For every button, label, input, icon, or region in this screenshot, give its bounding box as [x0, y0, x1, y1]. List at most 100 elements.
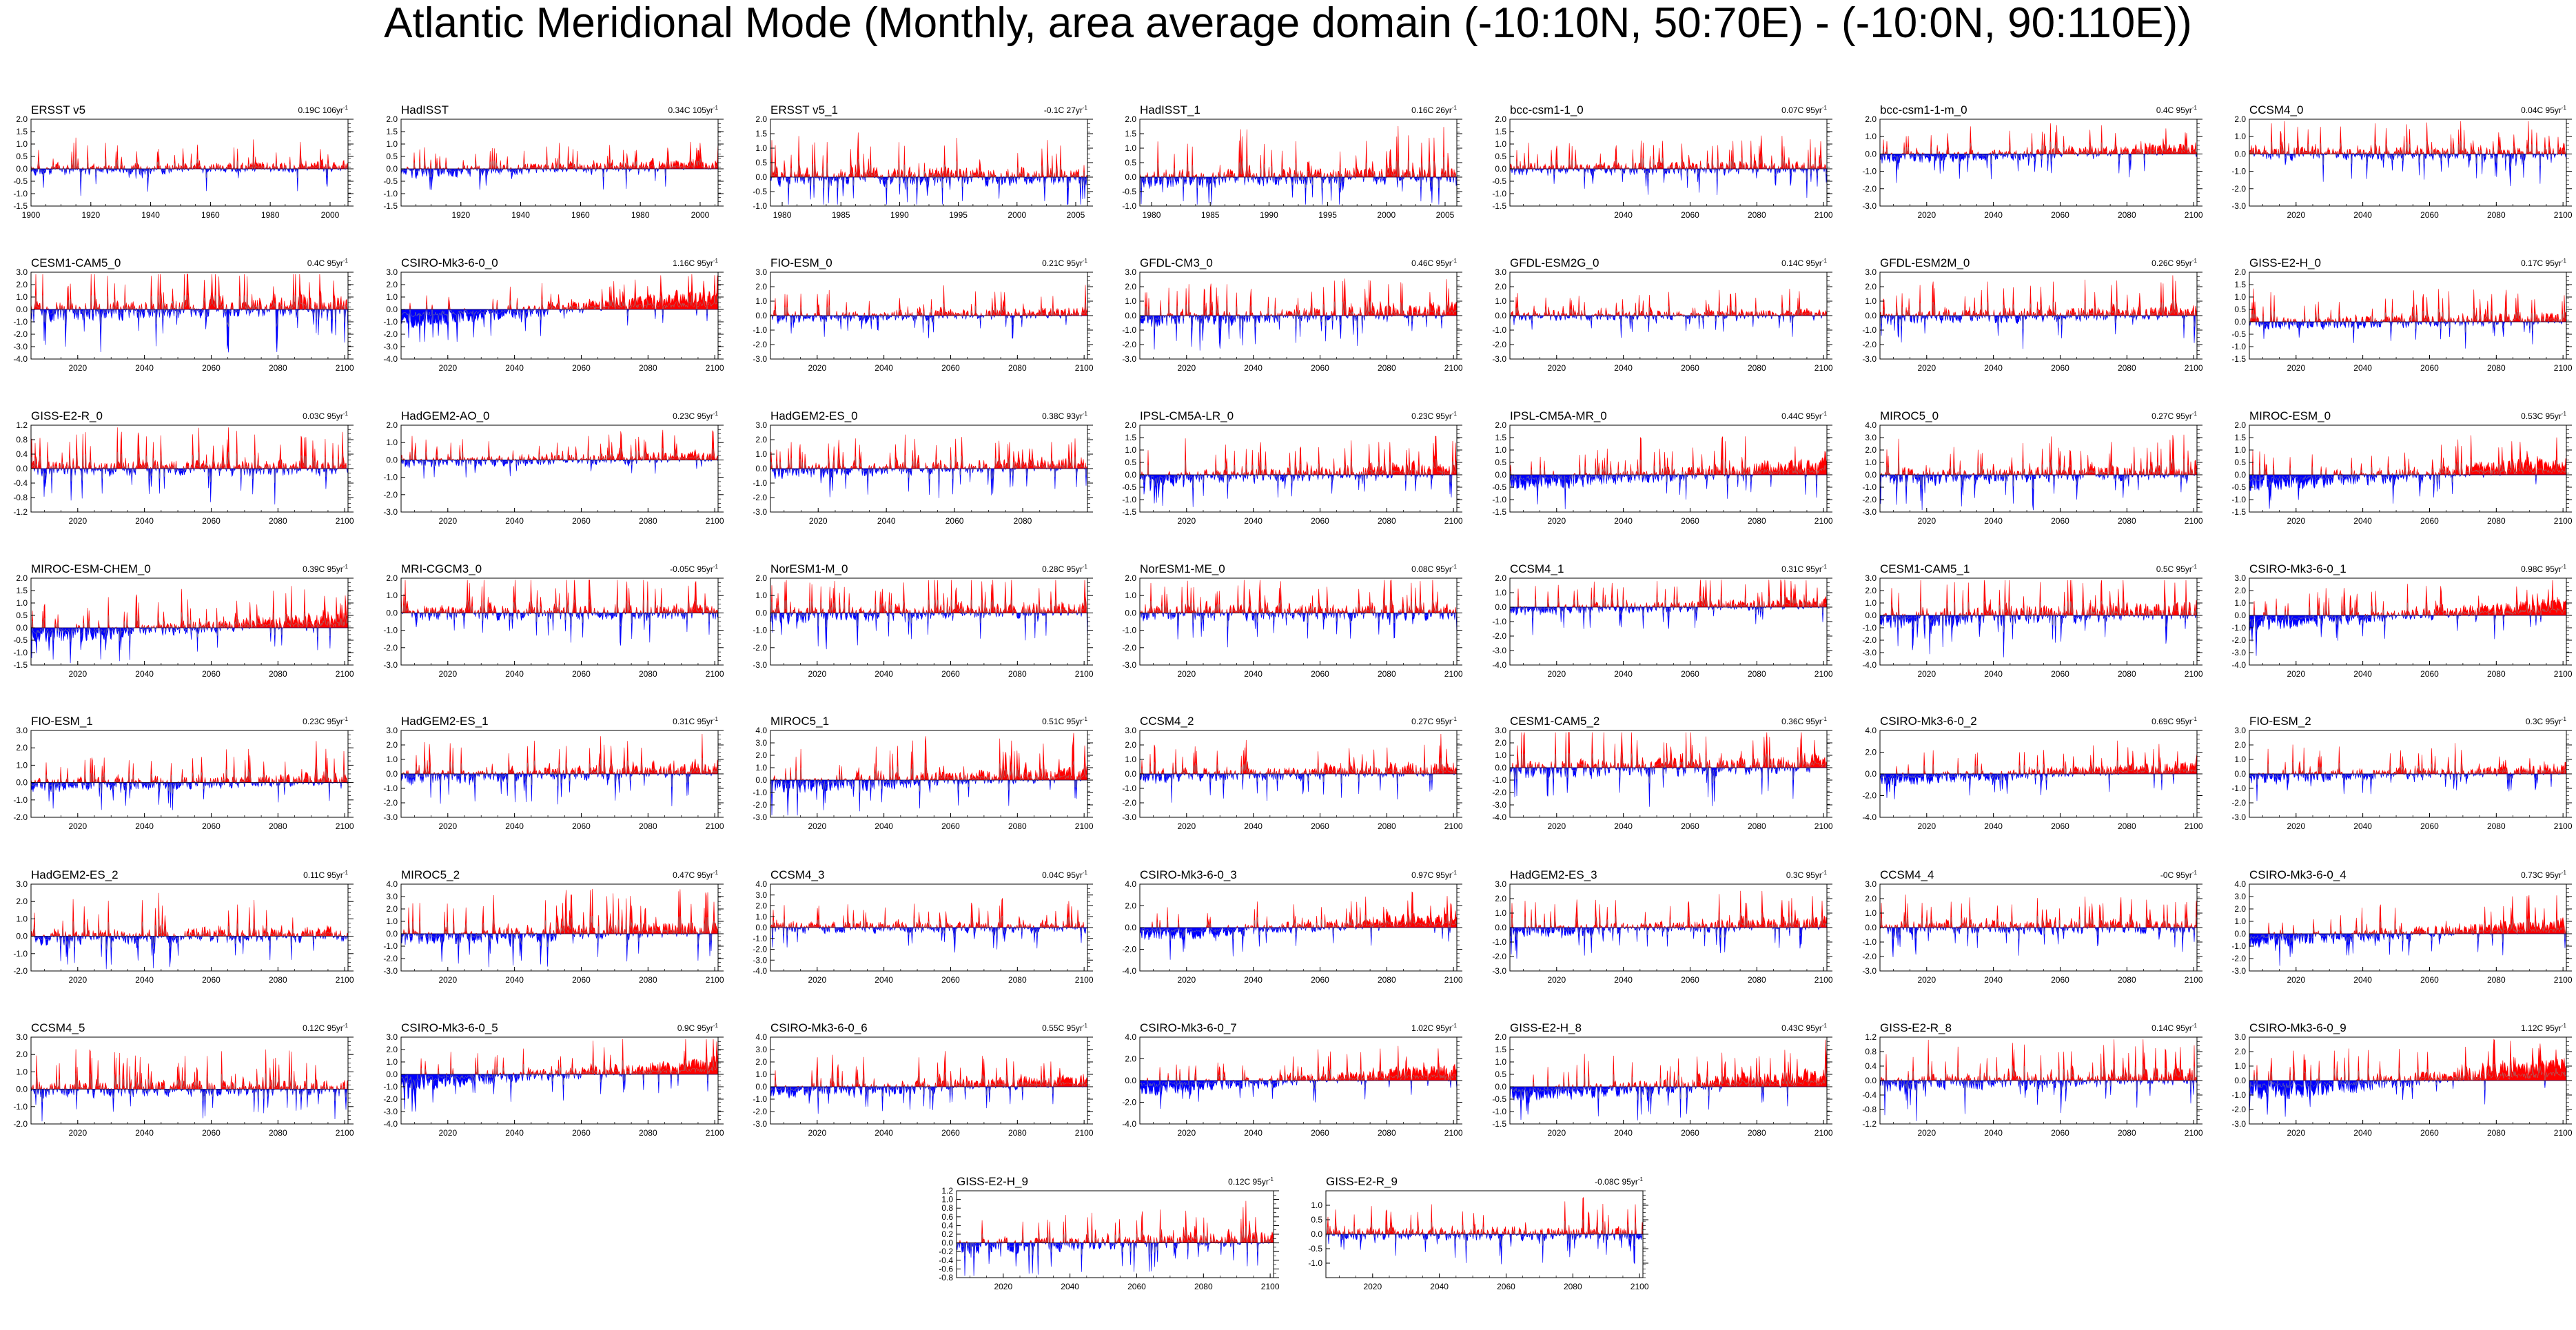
x-tick-label: 2040: [1244, 669, 1263, 679]
trend-exponent: -1: [1821, 1023, 1827, 1029]
x-tick-label: 2080: [1748, 516, 1766, 526]
y-tick-label: 0.0: [386, 455, 398, 464]
negative-anomaly-fill: [30, 626, 348, 664]
y-tick-label: 0.0: [2234, 317, 2246, 327]
panel-title: CSIRO-Mk3-6-0_0: [401, 256, 498, 269]
y-tick-label: 3.0: [1495, 726, 1506, 735]
x-tick-label: 2040: [135, 975, 154, 985]
y-tick-label: 2.0: [755, 901, 767, 911]
panel-plot: -3.0 -2.0 -1.0 0.0 1.0 2.0 2020 2040 2060 2080 210…: [753, 573, 1094, 679]
chart-panel: CSIRO-Mk3-6-0_6 0.55C 95yr-1 -3.0 -2.0 -1.0 0…: [753, 1021, 1115, 1173]
panel-trend-label: -0.1C 27yr-1: [770, 105, 1087, 115]
y-tick-label: 2.0: [1125, 1054, 1136, 1064]
trend-exponent: -1: [2191, 411, 2197, 417]
y-tick-label: 4.0: [755, 726, 767, 735]
x-tick-label: 2100: [706, 363, 724, 373]
trend-exponent: -1: [1821, 258, 1827, 264]
chart-panel: CESM1-CAM5_1 0.5C 95yr-1 -4.0 -3.0 -2.0 -1.0 0…: [1862, 562, 2225, 714]
y-tick-label: 0.0: [1865, 611, 1877, 620]
y-tick-label: 3.0: [16, 267, 28, 277]
x-tick-label: 2060: [572, 975, 591, 985]
y-tick-label: -1.0: [753, 201, 767, 211]
x-tick-label: 2100: [336, 975, 354, 985]
y-tick-label: -1.0: [1492, 325, 1506, 335]
x-tick-label: 2100: [1444, 1128, 1463, 1138]
x-tick-label: 1985: [832, 210, 850, 220]
x-tick-label: 2100: [2554, 821, 2573, 831]
y-tick-label: 2.0: [1495, 282, 1506, 291]
x-tick-label: 2020: [68, 975, 87, 985]
panel-title: bcc-csm1-1-m_0: [1880, 103, 1967, 116]
panel-trend-label: 0.34C 105yr-1: [401, 105, 719, 115]
y-tick-label: -0.4: [13, 478, 28, 488]
chart-panel: FIO-ESM_2 0.3C 95yr-1 -3.0 -2.0 -1.0 0.0 1.0 2.…: [2231, 715, 2576, 866]
y-tick-label: 2.0: [2234, 586, 2246, 595]
y-tick-label: 3.0: [755, 890, 767, 900]
y-tick-label: 2.0: [755, 114, 767, 124]
chart-panel: FIO-ESM_1 0.23C 95yr-1 -2.0 -1.0 0.0 1.0 2.0 3.…: [13, 715, 376, 866]
y-tick-label: 2.0: [2234, 740, 2246, 750]
trend-exponent: -1: [2561, 716, 2566, 722]
y-tick-label: -2.0: [1492, 788, 1506, 797]
y-tick-label: 2.0: [16, 573, 28, 583]
y-tick-label: 1.0: [16, 760, 28, 770]
panel-trend-label: 0.38C 93yr-1: [770, 411, 1087, 421]
x-tick-label: 2020: [438, 821, 457, 831]
chart-panel: GISS-E2-R_9 -0.08C 95yr-1 -1.0 -0.5 0.0 0.5 1.…: [1308, 1175, 1670, 1327]
y-tick-label: -2.0: [383, 1094, 398, 1104]
y-tick-label: -3.0: [753, 354, 767, 364]
chart-panel: CCSM4_5 0.12C 95yr-1 -2.0 -1.0 0.0 1.0 2.0 3.0 2…: [13, 1021, 376, 1173]
y-tick-label: -2.0: [383, 643, 398, 653]
positive-anomaly-fill: [401, 888, 719, 935]
running-mean-line: [30, 1073, 349, 1103]
y-tick-label: 3.0: [755, 738, 767, 748]
y-tick-label: 0.0: [1311, 1229, 1322, 1239]
x-tick-label: 2060: [941, 1128, 960, 1138]
x-tick-label: 2020: [2287, 975, 2305, 985]
x-tick-label: 2100: [1075, 821, 1094, 831]
x-tick-label: 2040: [2353, 821, 2372, 831]
x-tick-label: 2040: [1614, 975, 1633, 985]
x-tick-label: 2100: [1444, 669, 1463, 679]
panel-plot: -3.0 -2.0 -1.0 0.0 1.0 2.0 3.0 4.0 2020 2040 2060 2…: [753, 1032, 1094, 1138]
y-tick-label: 0.8: [16, 435, 28, 444]
panel-trend-label: 0.11C 95yr-1: [31, 870, 348, 880]
panel-plot: -3.0 -2.0 -1.0 0.0 1.0 2.0 3.0 2020 2040 2060 2080…: [1122, 267, 1463, 373]
x-tick-label: 2020: [1917, 516, 1936, 526]
y-tick-label: 0.5: [1495, 458, 1506, 467]
x-tick-label: 2020: [1177, 669, 1196, 679]
panel-title: CESM1-CAM5_1: [1880, 562, 1970, 575]
y-tick-label: 0.0: [755, 172, 767, 182]
plot-frame: [400, 424, 719, 513]
y-tick-label: 2.0: [755, 435, 767, 444]
x-tick-label: 2020: [809, 516, 828, 526]
x-tick-label: 2040: [1984, 516, 2003, 526]
positive-anomaly-fill: [30, 137, 349, 170]
panel-title: CESM1-CAM5_0: [31, 256, 121, 269]
y-tick-label: -1.0: [753, 934, 767, 943]
x-tick-label: 2020: [808, 975, 826, 985]
y-tick-label: 0.0: [16, 778, 28, 788]
panel-title: MRI-CGCM3_0: [401, 562, 482, 575]
negative-anomaly-fill: [2249, 932, 2566, 966]
panel-trend-label: -0.08C 95yr-1: [1326, 1176, 1643, 1187]
y-tick-label: -1.0: [2231, 623, 2246, 633]
trend-exponent: -1: [2561, 564, 2566, 570]
plot-frame: [1879, 119, 2198, 207]
y-tick-label: 2.0: [755, 750, 767, 760]
chart-panel: MIROC-ESM-CHEM_0 0.39C 95yr-1 -1.5 -1.0 -0.5…: [13, 562, 376, 714]
panel-title: CCSM4_0: [2249, 103, 2304, 116]
chart-panel: GFDL-ESM2M_0 0.26C 95yr-1 -3.0 -2.0 -1.0 0.0 1…: [1862, 256, 2225, 408]
chart-panel: MIROC5_1 0.51C 95yr-1 -3.0 -2.0 -1.0 0.0 1.0 2.…: [753, 715, 1115, 866]
chart-panel: CCSM4_2 0.27C 95yr-1 -3.0 -2.0 -1.0 0.0 1.0 2.0…: [1122, 715, 1484, 866]
x-tick-label: 2020: [808, 1128, 826, 1138]
y-tick-label: -1.0: [383, 1082, 398, 1092]
y-tick-label: 0.0: [1125, 923, 1136, 932]
panel-title: CSIRO-Mk3-6-0_3: [1140, 868, 1237, 881]
x-tick-label: 2020: [1917, 1128, 1936, 1138]
chart-panel: GISS-E2-H_8 0.43C 95yr-1 -1.5 -1.0 -0.5 0.0 0.…: [1492, 1021, 1854, 1173]
x-tick-label: 2040: [1984, 1128, 2003, 1138]
panel-plot: -3.0 -2.0 -1.0 0.0 1.0 2.0 3.0 2020 2040 2060 2080…: [2231, 726, 2573, 831]
x-tick-label: 2080: [2487, 1128, 2506, 1138]
running-mean-line: [30, 452, 349, 483]
